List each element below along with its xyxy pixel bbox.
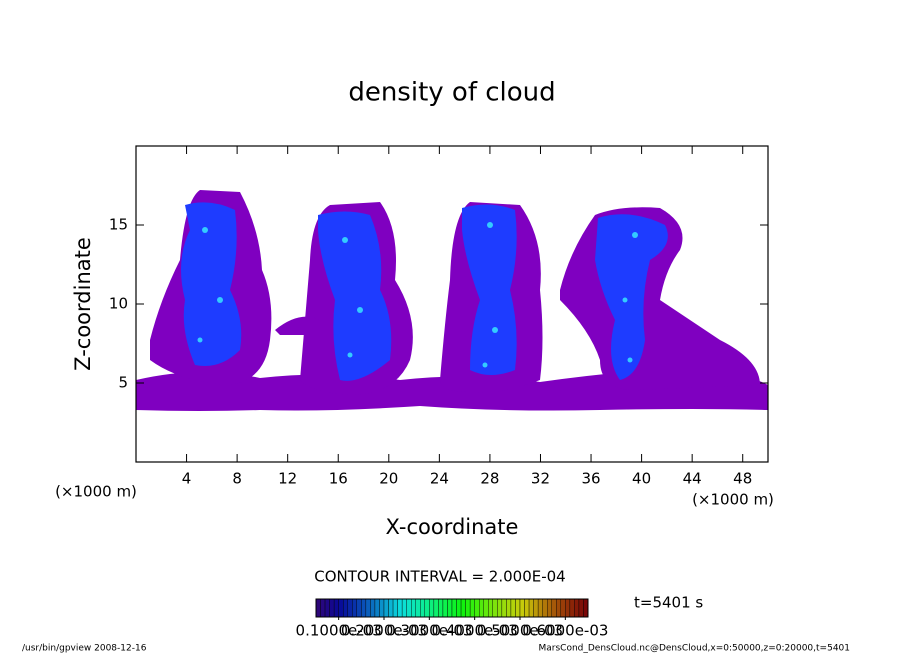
colorbar-cell bbox=[438, 598, 444, 618]
colorbar-tick-label: 0.5000e-03 bbox=[477, 622, 563, 640]
colorbar-cell bbox=[524, 598, 530, 618]
colorbar-cell bbox=[442, 598, 448, 618]
colorbar-cell bbox=[383, 598, 389, 618]
colorbar-cell bbox=[465, 598, 471, 618]
cloud-field bbox=[136, 190, 768, 411]
x-tick-label: 48 bbox=[733, 470, 752, 488]
x-tick-label: 24 bbox=[430, 470, 449, 488]
colorbar-cell bbox=[451, 598, 457, 618]
colorbar-cell bbox=[352, 598, 357, 618]
colorbar-tick-label: 0.6000e-03 bbox=[522, 622, 608, 640]
colorbar-cell bbox=[551, 598, 557, 618]
colorbar-cell bbox=[556, 598, 561, 618]
colorbar-cell bbox=[497, 598, 503, 618]
colorbar-cell bbox=[547, 598, 552, 618]
colorbar-cell bbox=[356, 598, 362, 618]
x-tick-label: 4 bbox=[182, 470, 192, 488]
colorbar-tick-label: 0.2000e-03 bbox=[341, 622, 427, 640]
colorbar-cell bbox=[343, 598, 348, 618]
y-tick-label: 5 bbox=[118, 374, 128, 392]
colorbar-cell bbox=[483, 598, 489, 618]
footer-left: /usr/bin/gpview 2008-12-16 bbox=[22, 644, 147, 654]
colorbar-cell bbox=[515, 598, 521, 618]
colorbar-tick-label: 0.1000e-03 bbox=[296, 622, 382, 640]
colorbar-cell bbox=[479, 598, 484, 618]
x-axis-label: X-coordinate bbox=[386, 515, 519, 539]
colorbar-cell bbox=[338, 598, 344, 618]
colorbar-cell bbox=[460, 598, 466, 618]
colorbar-cell bbox=[315, 598, 321, 618]
colorbar-cell bbox=[415, 598, 421, 618]
time-label: t=5401 s bbox=[634, 594, 703, 612]
colorbar-cell bbox=[533, 598, 539, 618]
colorbar-cell bbox=[537, 598, 543, 618]
colorbar-cell bbox=[474, 598, 480, 618]
x-tick-label: 44 bbox=[683, 470, 702, 488]
colorbar-cell bbox=[392, 598, 398, 618]
y-tick-label: 15 bbox=[109, 216, 128, 234]
colorbar-cell bbox=[429, 598, 435, 618]
colorbar-cell bbox=[583, 598, 589, 618]
colorbar-cell bbox=[379, 598, 385, 618]
colorbar-cell bbox=[488, 598, 493, 618]
colorbar-cell bbox=[492, 598, 498, 618]
colorbar-tick-label: 0.3000e-03 bbox=[386, 622, 472, 640]
colorbar-cell bbox=[565, 598, 571, 618]
colorbar-cell bbox=[447, 598, 453, 618]
colorbar-cell bbox=[560, 598, 566, 618]
colorbar-cell bbox=[374, 598, 380, 618]
colorbar-cell bbox=[361, 598, 367, 618]
colorbar-cell bbox=[347, 598, 353, 618]
x-tick-label: 12 bbox=[278, 470, 297, 488]
colorbar-cell bbox=[320, 598, 326, 618]
colorbar-cell bbox=[388, 598, 394, 618]
colorbar-cell bbox=[324, 598, 330, 618]
colorbar-cell bbox=[501, 598, 507, 618]
colorbar-cell bbox=[574, 598, 580, 618]
colorbar-cell bbox=[528, 598, 534, 618]
colorbar-cell bbox=[411, 598, 416, 618]
colorbar: 0.1000e-030.2000e-030.3000e-030.4000e-03… bbox=[296, 598, 608, 640]
x-tick-label: 16 bbox=[329, 470, 348, 488]
colorbar-cell bbox=[506, 598, 512, 618]
y-tick-label: 10 bbox=[109, 295, 128, 313]
colorbar-cell bbox=[519, 598, 525, 618]
colorbar-cell bbox=[365, 598, 371, 618]
x-unit-left: (×1000 m) bbox=[55, 483, 137, 501]
contour-interval: CONTOUR INTERVAL = 2.000E-04 bbox=[314, 568, 565, 586]
colorbar-cell bbox=[456, 598, 462, 618]
colorbar-cell bbox=[401, 598, 407, 618]
x-tick-label: 40 bbox=[632, 470, 651, 488]
colorbar-cell bbox=[397, 598, 403, 618]
x-tick-label: 20 bbox=[379, 470, 398, 488]
colorbar-cell bbox=[420, 598, 425, 618]
colorbar-cell bbox=[569, 598, 575, 618]
colorbar-cell bbox=[510, 598, 516, 618]
x-tick-label: 28 bbox=[480, 470, 499, 488]
colorbar-cell bbox=[406, 598, 412, 618]
colorbar-cell bbox=[469, 598, 475, 618]
colorbar-cell bbox=[433, 598, 439, 618]
colorbar-tick-label: 0.4000e-03 bbox=[432, 622, 518, 640]
footer-right: MarsCond_DensCloud.nc@DensCloud,x=0:5000… bbox=[539, 644, 851, 654]
chart-title: density of cloud bbox=[348, 78, 555, 108]
colorbar-cell bbox=[578, 598, 584, 618]
colorbar-cell bbox=[542, 598, 548, 618]
x-tick-label: 8 bbox=[232, 470, 242, 488]
x-tick-label: 36 bbox=[581, 470, 600, 488]
colorbar-cell bbox=[370, 598, 376, 618]
colorbar-cell bbox=[424, 598, 430, 618]
colorbar-cell bbox=[329, 598, 335, 618]
colorbar-cell bbox=[333, 598, 339, 618]
x-unit: (×1000 m) bbox=[692, 491, 774, 509]
colorbar-frame bbox=[315, 598, 589, 618]
y-axis-label: Z-coordinate bbox=[71, 237, 95, 371]
x-tick-label: 32 bbox=[531, 470, 550, 488]
